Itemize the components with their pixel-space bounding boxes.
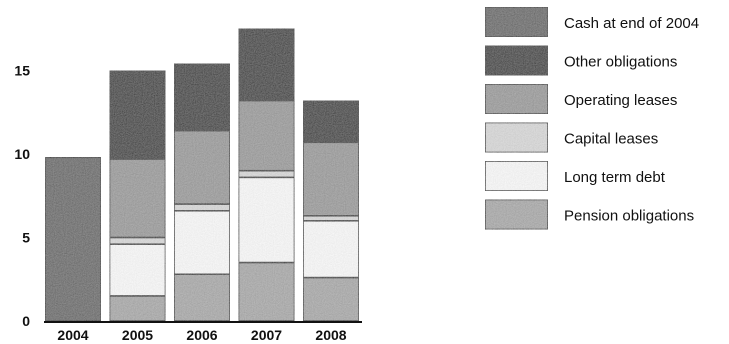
bar-segment-2006-pension-obligations <box>173 273 231 322</box>
y-tick-label: 5 <box>22 230 30 246</box>
bar-segment-2008-other-obligations <box>302 99 360 144</box>
bar-segment-2008-capital-leases <box>302 215 360 222</box>
x-axis-ticks: 2004 2005 2006 2007 2008 <box>57 327 346 343</box>
bar-segment-2007-pension-obligations <box>237 261 296 322</box>
x-tick-label: 2004 <box>57 327 88 343</box>
bar-segment-2006-long-term-debt <box>173 210 231 275</box>
bar-segment-2004-cash-at-end-of-2004 <box>44 156 102 322</box>
x-tick-label: 2005 <box>122 327 153 343</box>
legend-swatch-other-obligations <box>484 44 549 77</box>
y-axis-ticks: 0 5 10 15 <box>14 63 30 330</box>
bar-segment-2005-operating-leases <box>108 158 167 239</box>
legend-swatch-long-term-debt <box>484 160 549 192</box>
legend-swatch-capital-leases <box>484 121 549 154</box>
y-tick-label: 0 <box>22 313 30 329</box>
legend-label-other-obligations: Other obligations <box>564 54 677 71</box>
y-tick-label: 10 <box>14 146 30 162</box>
legend-swatch-pension-obligations <box>484 198 549 231</box>
bar-segment-2006-capital-leases <box>173 203 231 212</box>
bar-segment-2007-operating-leases <box>237 99 296 172</box>
bar-segment-2005-other-obligations <box>108 69 167 160</box>
bar-segment-2006-operating-leases <box>173 129 231 205</box>
legend-label-operating-leases: Operating leases <box>564 92 677 109</box>
bar-segment-2008-operating-leases <box>302 141 360 217</box>
bar-segment-2007-capital-leases <box>237 169 296 179</box>
bar-segment-2007-long-term-debt <box>237 176 296 264</box>
legend-label-cash-at-end-of-2004: Cash at end of 2004 <box>564 15 699 32</box>
legend-swatch-operating-leases <box>484 83 549 115</box>
bar-segment-2007-other-obligations <box>237 28 296 102</box>
x-tick-label: 2008 <box>315 327 346 343</box>
bar-segment-2005-capital-leases <box>108 236 167 245</box>
legend-swatch-cash-at-end-of-2004 <box>484 6 549 38</box>
bar-segment-2006-other-obligations <box>173 63 231 132</box>
y-tick-label: 15 <box>14 63 30 79</box>
bar-segment-2008-pension-obligations <box>302 276 360 322</box>
legend: Cash at end of 2004 Other obligations Oper… <box>484 6 699 231</box>
bar-segment-2005-pension-obligations <box>108 295 167 322</box>
legend-label-long-term-debt: Long term debt <box>564 169 666 186</box>
x-tick-label: 2007 <box>251 327 282 343</box>
bars <box>44 28 360 322</box>
x-tick-label: 2006 <box>186 327 217 343</box>
bar-segment-2005-long-term-debt <box>108 243 167 297</box>
legend-label-pension-obligations: Pension obligations <box>564 208 694 225</box>
legend-label-capital-leases: Capital leases <box>564 131 658 148</box>
bar-segment-2008-long-term-debt <box>302 220 360 279</box>
